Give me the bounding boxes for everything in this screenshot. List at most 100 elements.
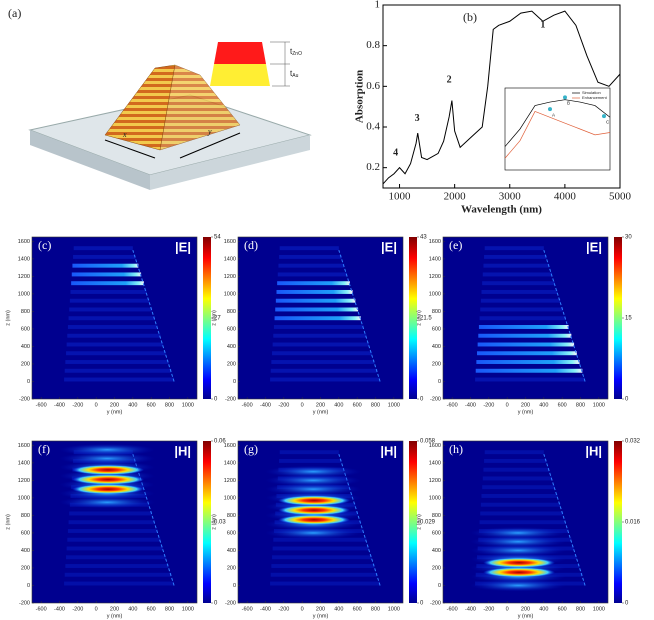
- y-tick-label: 0: [233, 583, 236, 589]
- edge: [132, 453, 175, 586]
- hotspot: [72, 484, 145, 495]
- colorbar-tick-label: 0.06: [214, 439, 226, 445]
- stripe: [270, 377, 381, 382]
- x-tick-label: -400: [465, 402, 476, 408]
- stripe: [278, 263, 345, 268]
- x-tick-label: 600: [558, 606, 567, 612]
- x-axis-label: y (nm): [107, 613, 123, 619]
- stripe: [66, 555, 166, 560]
- panel-label: (f): [38, 442, 50, 456]
- colorbar: [409, 441, 417, 603]
- x-tick-label: 1000: [182, 402, 194, 408]
- x-tick-label: 400: [128, 402, 137, 408]
- panel-label: (b): [463, 10, 477, 24]
- colorbar-tick-label: 0: [214, 397, 218, 403]
- x-tick-label: 600: [147, 606, 156, 612]
- glow: [470, 526, 567, 539]
- y-tick-label: 400: [432, 344, 441, 350]
- hotspot: [483, 557, 556, 568]
- field-label: |E|: [175, 239, 191, 254]
- stripe: [478, 333, 572, 338]
- y-tick-label: 200: [432, 361, 441, 367]
- colorbar-tick-label: 27: [214, 316, 221, 322]
- colorbar-tick-label: 30: [625, 235, 632, 241]
- y-tick-label: 400: [432, 548, 441, 554]
- stripe: [70, 289, 147, 294]
- x-tick-label: 600: [353, 402, 362, 408]
- stripe: [69, 511, 153, 516]
- x-tick-label: 600: [147, 402, 156, 408]
- y-tick-label: 1000: [429, 495, 441, 501]
- y-label: y: [207, 127, 212, 136]
- x-axis-label: y (nm): [313, 613, 329, 619]
- y-axis-label: Absorption: [354, 70, 366, 123]
- y-tick-label: 1400: [224, 256, 236, 262]
- colorbar-tick-label: 0: [625, 397, 629, 403]
- stripe: [270, 572, 378, 577]
- peak-label: 2: [447, 75, 452, 86]
- x-tick-label: 0: [95, 402, 98, 408]
- x-tick-label: 400: [539, 606, 548, 612]
- x-tick-label: 0: [506, 606, 509, 612]
- stripe: [478, 325, 569, 329]
- y-tick-label: 800: [432, 309, 441, 315]
- x-tick-label: -200: [72, 606, 83, 612]
- y-tick-label: 200: [21, 361, 30, 367]
- stripe: [67, 333, 161, 338]
- x-tick-label: -200: [278, 402, 289, 408]
- inset-point-label: C: [606, 119, 610, 124]
- colorbar: [409, 237, 417, 399]
- x-tick-label: 1000: [388, 606, 400, 612]
- y-tick-label: 600: [227, 326, 236, 332]
- y-axis-label: z (nm): [5, 514, 11, 530]
- colorbar: [203, 237, 211, 399]
- x-tick-label: 1000: [388, 402, 400, 408]
- peak-label: 1: [540, 20, 545, 31]
- y-tick-label: 1200: [429, 478, 441, 484]
- x-tick-label: 1000: [593, 606, 605, 612]
- colorbar-tick-label: 0.029: [420, 520, 436, 526]
- colorbar-tick-label: 0.03: [214, 520, 226, 526]
- x-tick-label: -600: [242, 606, 253, 612]
- hotspot: [278, 514, 351, 525]
- x-tick-label: 600: [558, 402, 567, 408]
- x-tick-label: 200: [521, 606, 530, 612]
- y-tick-label: -200: [225, 600, 236, 606]
- colorbar-tick-label: 0.016: [625, 520, 641, 526]
- stripe: [480, 511, 564, 516]
- y-tick-label: 1200: [224, 274, 236, 280]
- y-tick-label: -200: [19, 396, 30, 402]
- y-axis-label: z (nm): [5, 310, 11, 326]
- y-tick-label: -200: [430, 396, 441, 402]
- y-tick-label: 1600: [224, 239, 236, 245]
- stripe: [272, 351, 372, 356]
- y-axis-label: z (nm): [211, 310, 217, 326]
- panel-b: (b) 1000 2000 3000 4000 5000 0.2 0.4 0.6 0.8 1 Wave…: [354, 0, 632, 216]
- stripe: [279, 458, 342, 463]
- stripe: [270, 368, 378, 373]
- stripe: [73, 254, 136, 259]
- y-tick-label: 1600: [18, 239, 30, 245]
- x-tick-label: -200: [278, 606, 289, 612]
- substrate-side: [30, 130, 150, 190]
- stripe: [69, 298, 150, 303]
- stripe: [482, 281, 555, 286]
- stripe: [67, 325, 158, 329]
- stripe: [71, 281, 144, 286]
- stripe: [482, 485, 555, 490]
- panel-label: (e): [449, 238, 462, 252]
- y-tick-label: 200: [227, 361, 236, 367]
- y-tick-label: 1200: [18, 478, 30, 484]
- y-tick-label: 200: [21, 565, 30, 571]
- stripe: [279, 254, 342, 259]
- stripe: [275, 307, 359, 312]
- dimension-x: [104, 139, 156, 159]
- y-tick-label: 1400: [429, 460, 441, 466]
- stripe: [273, 537, 367, 542]
- stripe: [64, 581, 175, 586]
- stripe: [484, 254, 547, 259]
- colorbar-tick-label: 54: [214, 235, 221, 241]
- y-tick-label: -200: [225, 396, 236, 402]
- stripe: [64, 572, 172, 577]
- glow: [59, 452, 156, 465]
